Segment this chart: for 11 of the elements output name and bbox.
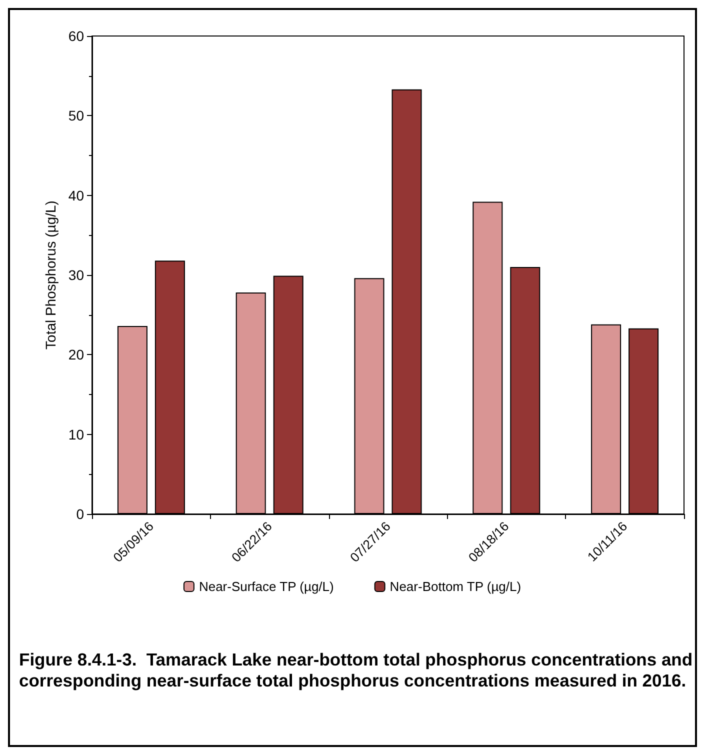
y-tick-label: 40 [68, 187, 84, 204]
y-tick-label: 30 [68, 267, 84, 283]
text: Figure 8.4.1-3. Tamarack Lake near-bottom total phosphorus concentrations and corresponding near-surface total phosphorus concentrations measured in 2016. [19, 650, 698, 690]
legend-label: Near-Bottom TP (µg/L) [390, 579, 522, 594]
y-tick-label: 10 [68, 426, 84, 442]
y-tick-label: 0 [76, 506, 84, 522]
y-tick-label: 50 [68, 108, 84, 124]
y-axis-title: Total Phosphorus (µg/L) [42, 200, 59, 350]
legend-label: Near-Surface TP (µg/L) [198, 579, 334, 594]
y-tick-label: 60 [68, 28, 84, 44]
y-tick-label: 20 [68, 346, 84, 363]
